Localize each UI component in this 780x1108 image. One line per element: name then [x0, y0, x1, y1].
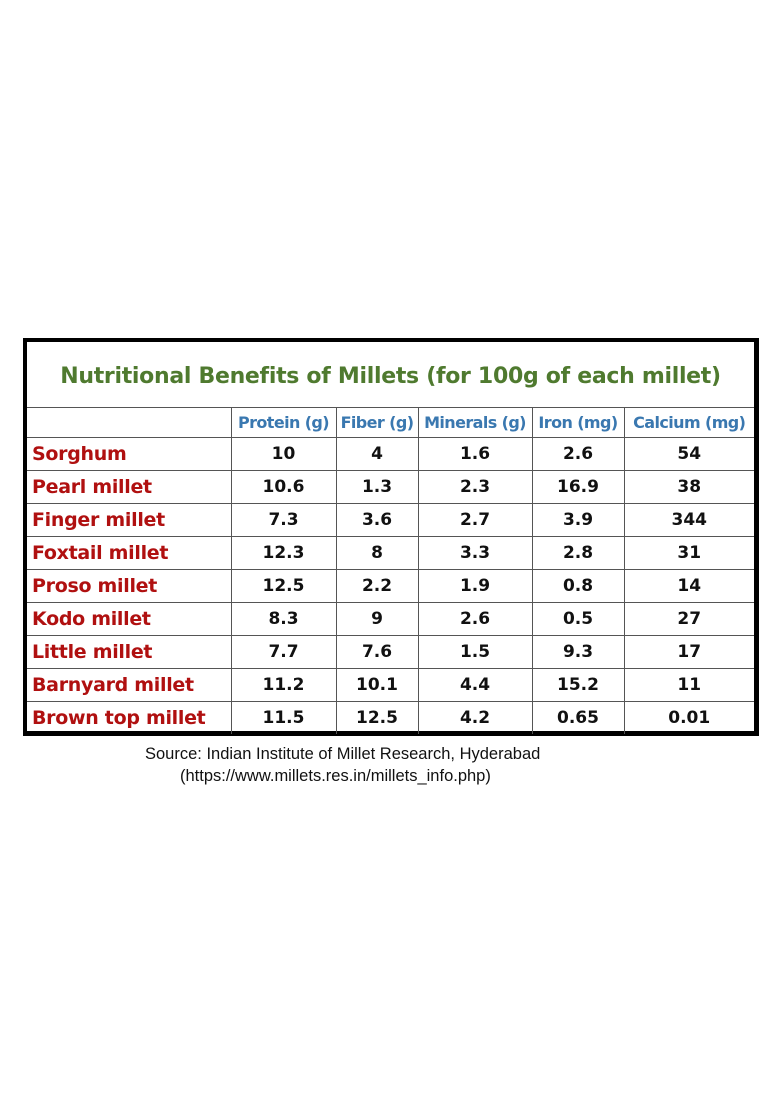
nutrition-table-frame: Nutritional Benefits of Millets (for 100… [23, 338, 759, 736]
millet-name: Sorghum [27, 437, 232, 471]
cell-calcium: 0.01 [623, 701, 754, 734]
cell-fiber: 12.5 [335, 701, 419, 734]
cell-iron: 16.9 [531, 470, 625, 504]
cell-minerals: 1.9 [417, 569, 533, 603]
column-header-calcium: Calcium (mg) [623, 407, 754, 438]
cell-calcium: 14 [623, 569, 754, 603]
cell-fiber: 10.1 [335, 668, 419, 702]
cell-minerals: 2.7 [417, 503, 533, 537]
cell-fiber: 7.6 [335, 635, 419, 669]
cell-calcium: 31 [623, 536, 754, 570]
millet-name: Barnyard millet [27, 668, 232, 702]
cell-fiber: 2.2 [335, 569, 419, 603]
cell-minerals: 2.6 [417, 602, 533, 636]
cell-protein: 10.6 [230, 470, 337, 504]
table-body: Sorghum 10 4 1.6 2.6 54 Pearl millet 10.6 1.3 2.3… [27, 437, 754, 734]
table-row: Kodo millet 8.3 9 2.6 0.5 27 [27, 602, 754, 636]
cell-calcium: 11 [623, 668, 754, 702]
cell-calcium: 344 [623, 503, 754, 537]
millet-name: Finger millet [27, 503, 232, 537]
source-line-2-url: (https://www.millets.res.in/millets_info… [180, 767, 491, 785]
cell-minerals: 1.6 [417, 437, 533, 471]
table-row: Foxtail millet 12.3 8 3.3 2.8 31 [27, 536, 754, 570]
cell-minerals: 2.3 [417, 470, 533, 504]
header-row: Protein (g) Fiber (g) Minerals (g) Iron … [27, 407, 754, 438]
cell-iron: 9.3 [531, 635, 625, 669]
cell-minerals: 4.2 [417, 701, 533, 734]
table-row: Brown top millet 11.5 12.5 4.2 0.65 0.01 [27, 701, 754, 734]
table-title: Nutritional Benefits of Millets (for 100… [27, 342, 754, 408]
millet-name: Brown top millet [27, 701, 232, 734]
table-row: Barnyard millet 11.2 10.1 4.4 15.2 11 [27, 668, 754, 702]
millet-name: Foxtail millet [27, 536, 232, 570]
millet-name: Kodo millet [27, 602, 232, 636]
cell-iron: 0.8 [531, 569, 625, 603]
column-header-minerals: Minerals (g) [417, 407, 533, 438]
cell-calcium: 17 [623, 635, 754, 669]
cell-iron: 3.9 [531, 503, 625, 537]
cell-iron: 0.65 [531, 701, 625, 734]
cell-iron: 15.2 [531, 668, 625, 702]
table-row: Sorghum 10 4 1.6 2.6 54 [27, 437, 754, 471]
cell-calcium: 27 [623, 602, 754, 636]
cell-minerals: 1.5 [417, 635, 533, 669]
millet-name: Little millet [27, 635, 232, 669]
cell-calcium: 54 [623, 437, 754, 471]
source-line-1: Source: Indian Institute of Millet Resea… [145, 745, 541, 763]
millet-name: Pearl millet [27, 470, 232, 504]
cell-minerals: 3.3 [417, 536, 533, 570]
table-row: Proso millet 12.5 2.2 1.9 0.8 14 [27, 569, 754, 603]
cell-protein: 12.5 [230, 569, 337, 603]
cell-protein: 11.5 [230, 701, 337, 734]
cell-protein: 7.3 [230, 503, 337, 537]
cell-calcium: 38 [623, 470, 754, 504]
column-header-protein: Protein (g) [230, 407, 337, 438]
cell-protein: 10 [230, 437, 337, 471]
cell-protein: 12.3 [230, 536, 337, 570]
cell-fiber: 3.6 [335, 503, 419, 537]
cell-minerals: 4.4 [417, 668, 533, 702]
title-row: Nutritional Benefits of Millets (for 100… [27, 342, 754, 408]
cell-fiber: 1.3 [335, 470, 419, 504]
cell-iron: 2.6 [531, 437, 625, 471]
cell-iron: 2.8 [531, 536, 625, 570]
cell-protein: 7.7 [230, 635, 337, 669]
cell-protein: 8.3 [230, 602, 337, 636]
cell-protein: 11.2 [230, 668, 337, 702]
table-row: Little millet 7.7 7.6 1.5 9.3 17 [27, 635, 754, 669]
cell-fiber: 4 [335, 437, 419, 471]
cell-fiber: 8 [335, 536, 419, 570]
cell-fiber: 9 [335, 602, 419, 636]
table-row: Pearl millet 10.6 1.3 2.3 16.9 38 [27, 470, 754, 504]
table-row: Finger millet 7.3 3.6 2.7 3.9 344 [27, 503, 754, 537]
nutrition-table: Nutritional Benefits of Millets (for 100… [27, 342, 754, 734]
column-header-fiber: Fiber (g) [335, 407, 419, 438]
column-header-blank [27, 407, 232, 438]
column-header-iron: Iron (mg) [531, 407, 625, 438]
millet-name: Proso millet [27, 569, 232, 603]
cell-iron: 0.5 [531, 602, 625, 636]
